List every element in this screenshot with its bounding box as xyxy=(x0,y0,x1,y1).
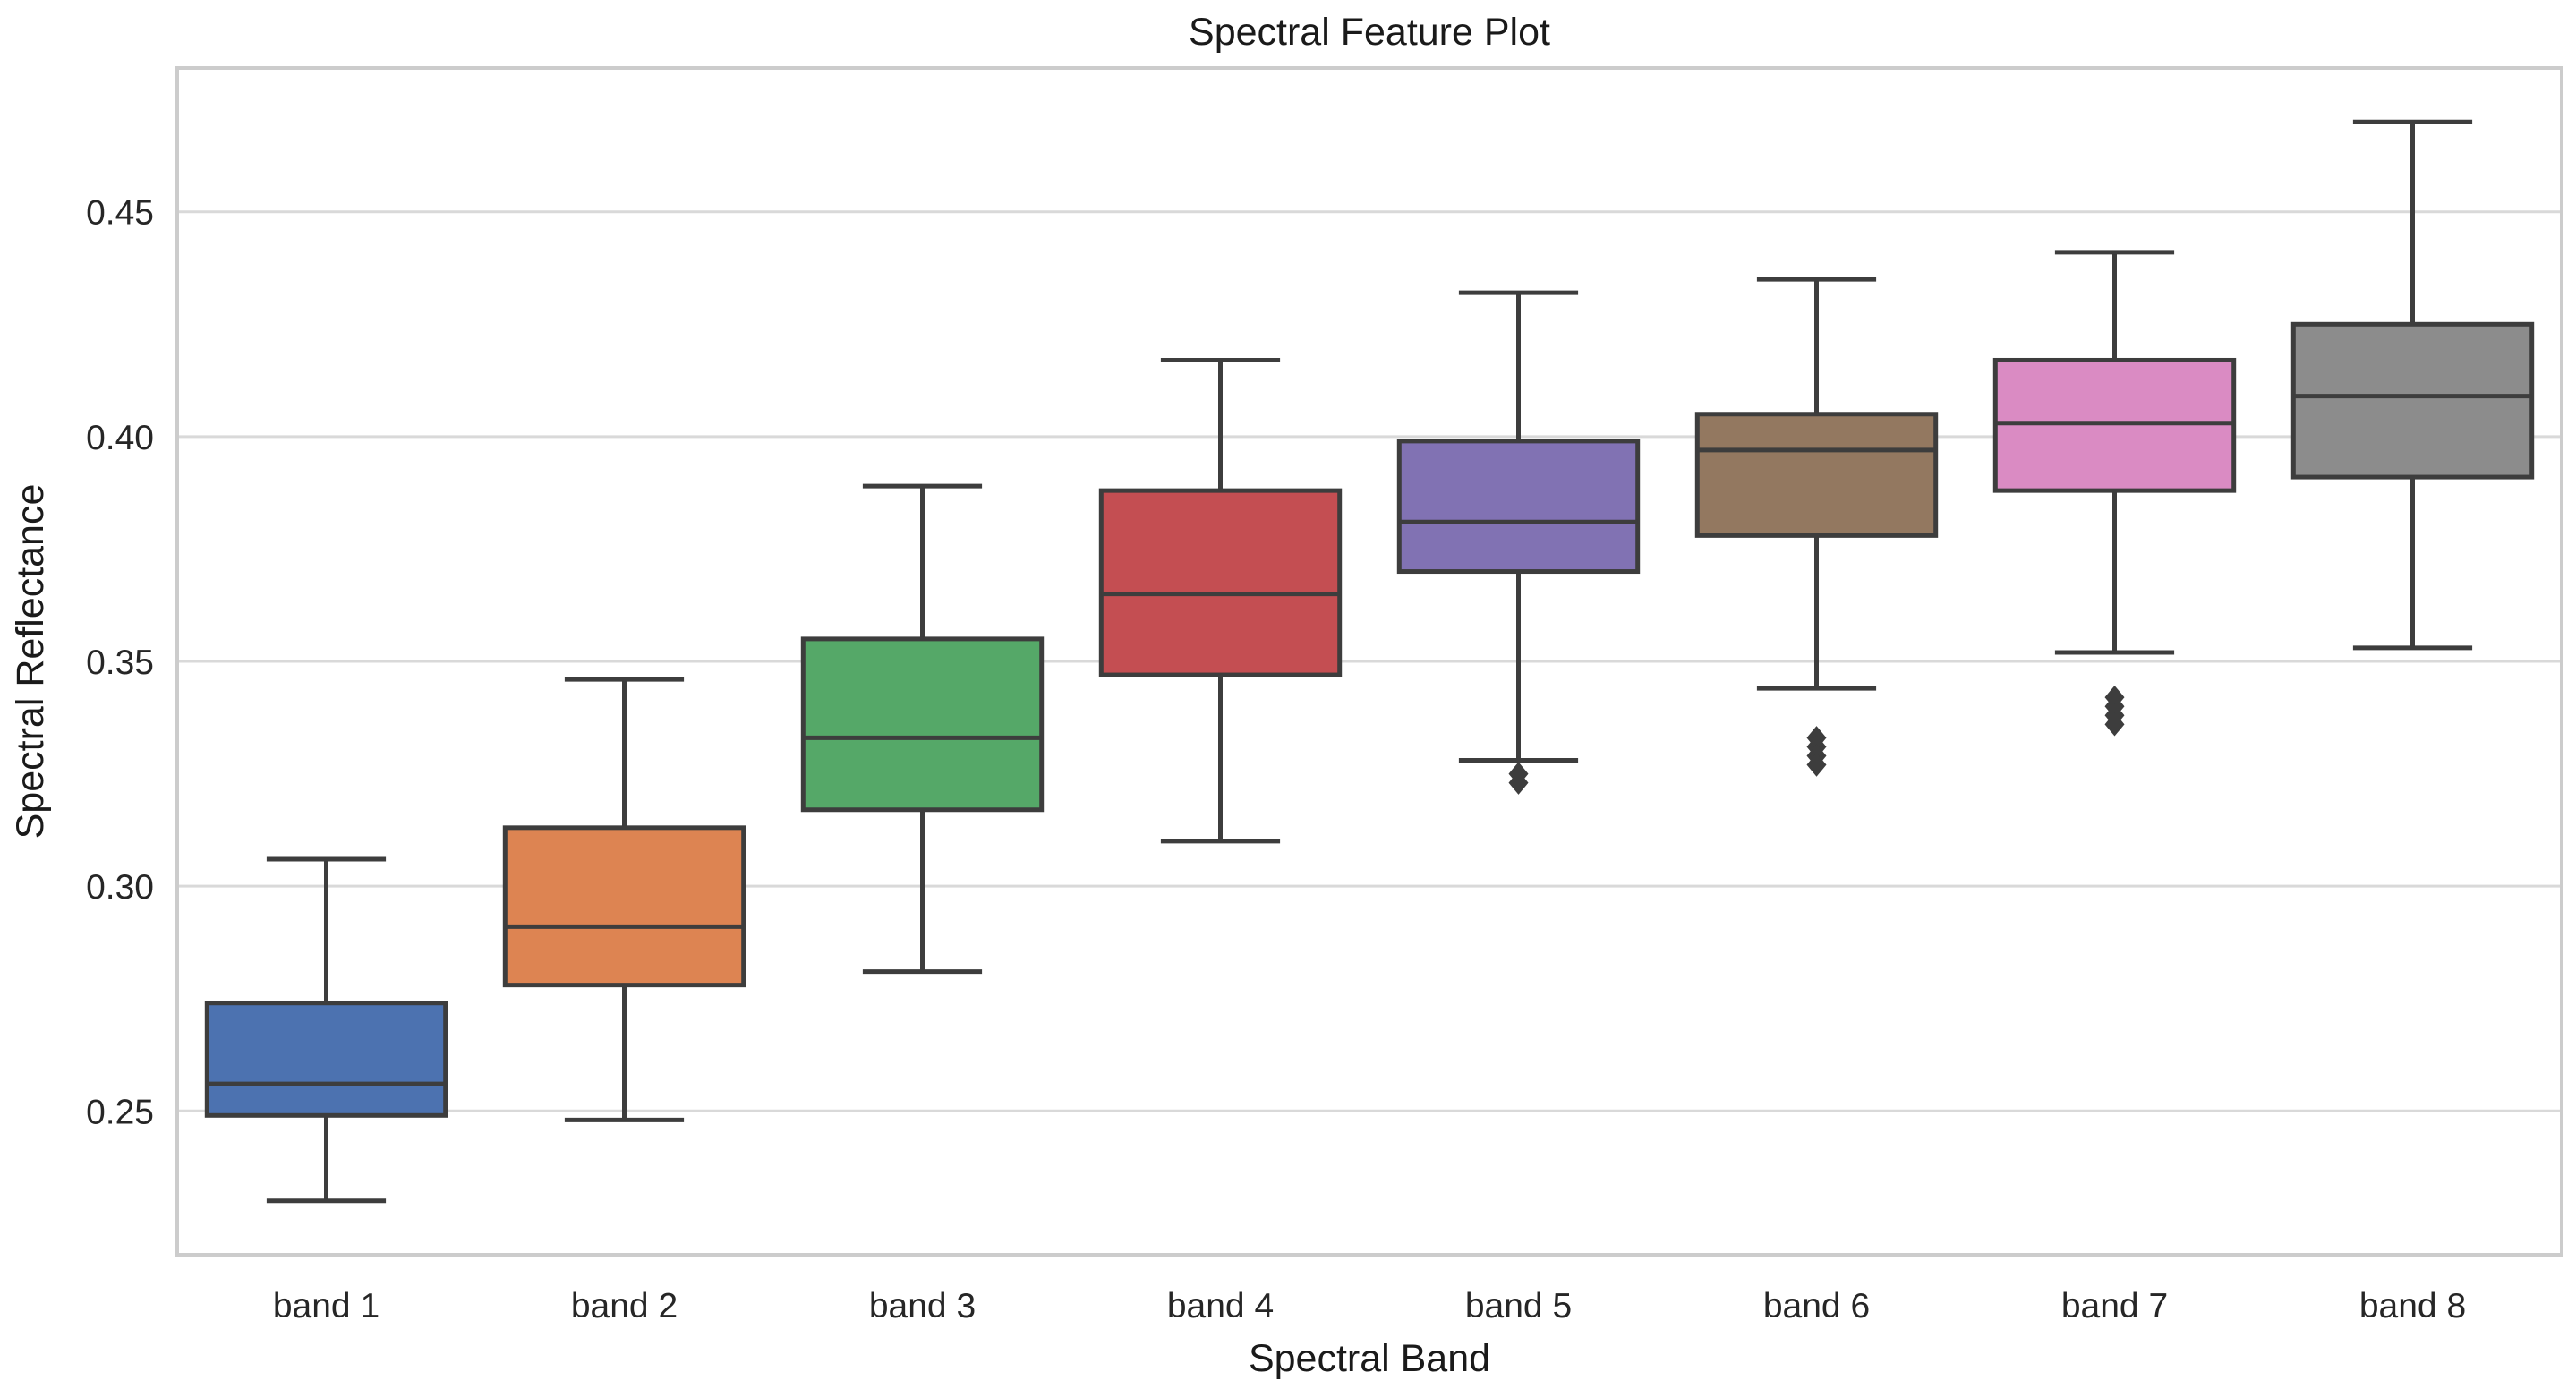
x-tick-label: band 5 xyxy=(1465,1287,1572,1325)
x-axis-label: Spectral Band xyxy=(1249,1337,1490,1380)
box-body xyxy=(1396,439,1641,575)
box-body xyxy=(1694,412,1939,538)
boxes-layer xyxy=(204,119,2535,1204)
x-tick-label: band 1 xyxy=(273,1287,380,1325)
box-body xyxy=(800,636,1045,813)
box-band-5 xyxy=(1396,290,1641,795)
x-tick-label: band 8 xyxy=(2359,1287,2466,1325)
x-tick-label: band 2 xyxy=(571,1287,678,1325)
box-band-3 xyxy=(800,483,1045,975)
outlier-point xyxy=(1806,753,1827,777)
y-tick-labels: 0.25 0.30 0.35 0.40 0.45 xyxy=(86,194,154,1132)
box-band-4 xyxy=(1098,357,1343,844)
box-body xyxy=(502,825,746,988)
box-band-2 xyxy=(502,677,746,1122)
plot-frame xyxy=(175,66,2563,1257)
x-tick-labels: band 1 band 2 band 3 band 4 band 5 band 6 band… xyxy=(273,1287,2466,1325)
box-band-7 xyxy=(1992,250,2237,737)
box-band-1 xyxy=(204,856,448,1204)
y-tick-label: 0.35 xyxy=(86,643,154,682)
chart-title: Spectral Feature Plot xyxy=(1189,11,1550,54)
y-tick-label: 0.30 xyxy=(86,868,154,907)
x-tick-label: band 4 xyxy=(1167,1287,1274,1325)
box-band-6 xyxy=(1694,277,1939,777)
y-axis-label: Spectral Reflectance xyxy=(9,484,52,839)
y-tick-label: 0.45 xyxy=(86,194,154,233)
y-tick-label: 0.40 xyxy=(86,419,154,457)
x-tick-label: band 7 xyxy=(2061,1287,2168,1325)
y-tick-label: 0.25 xyxy=(86,1093,154,1131)
box-band-8 xyxy=(2290,119,2535,651)
outlier-point xyxy=(1508,771,1529,795)
box-body xyxy=(2290,321,2535,480)
box-body xyxy=(1992,357,2237,493)
x-tick-label: band 6 xyxy=(1763,1287,1870,1325)
x-tick-label: band 3 xyxy=(869,1287,976,1325)
outlier-point xyxy=(2104,712,2125,737)
box-body xyxy=(204,1001,448,1118)
box-body xyxy=(1098,488,1343,677)
